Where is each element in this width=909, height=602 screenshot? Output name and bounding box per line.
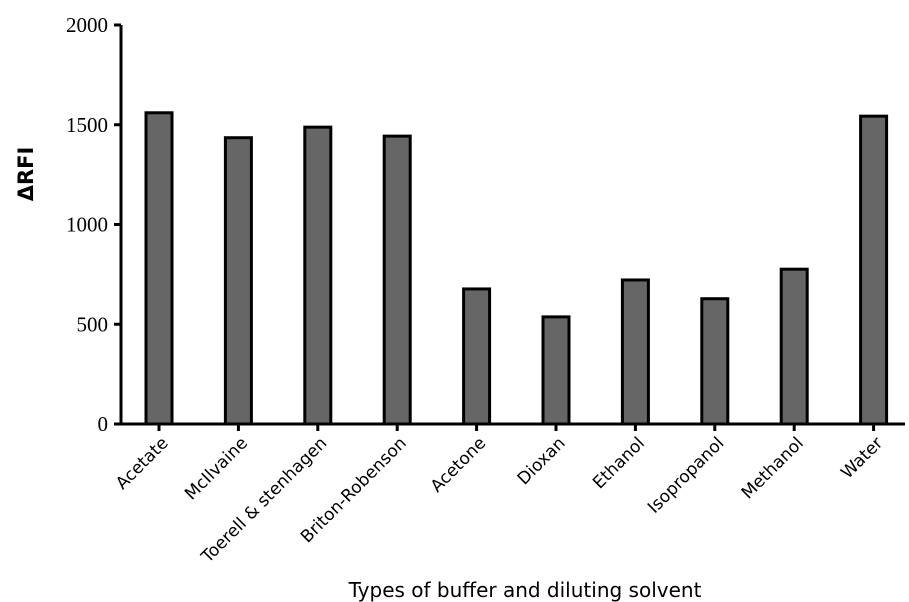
bar-mcilvaine [223,136,253,426]
y-tick-label: 1500 [66,113,108,137]
x-axis-label: Types of buffer and diluting solvent [348,578,702,602]
bar-ethanol [620,278,650,426]
bars [144,111,889,426]
bar-acetate [144,111,174,426]
bar-toerell-stenhagen [303,125,333,426]
bar-dioxan [541,315,571,426]
y-tick-label: 500 [77,312,109,336]
x-tick-label-methanol: Methanol [738,433,808,503]
y-axis-label: ΔRFI [14,147,38,202]
y-tick-label: 0 [98,412,109,436]
x-tick-label-mcilvaine: McIlvaine [181,433,252,504]
x-tick-label-dioxan: Dioxan [514,433,570,489]
bar-briton-robenson [382,134,412,426]
bar-acetone [462,287,492,426]
y-tick-label: 1000 [66,213,108,237]
x-tick-label-water: Water [837,433,887,483]
bar-methanol [779,267,809,426]
y-tick-label: 2000 [66,13,108,37]
bar-water [859,114,889,426]
x-tick-label-ethanol: Ethanol [589,433,649,493]
x-tick-label-isopropanol: Isopropanol [644,433,728,517]
x-tick-label-acetone: Acetone [427,433,490,496]
y-axis-ticks: 0 500 1000 1500 2000 [66,13,121,436]
bar-isopropanol [700,297,730,426]
x-tick-label-acetate: Acetate [112,433,172,493]
